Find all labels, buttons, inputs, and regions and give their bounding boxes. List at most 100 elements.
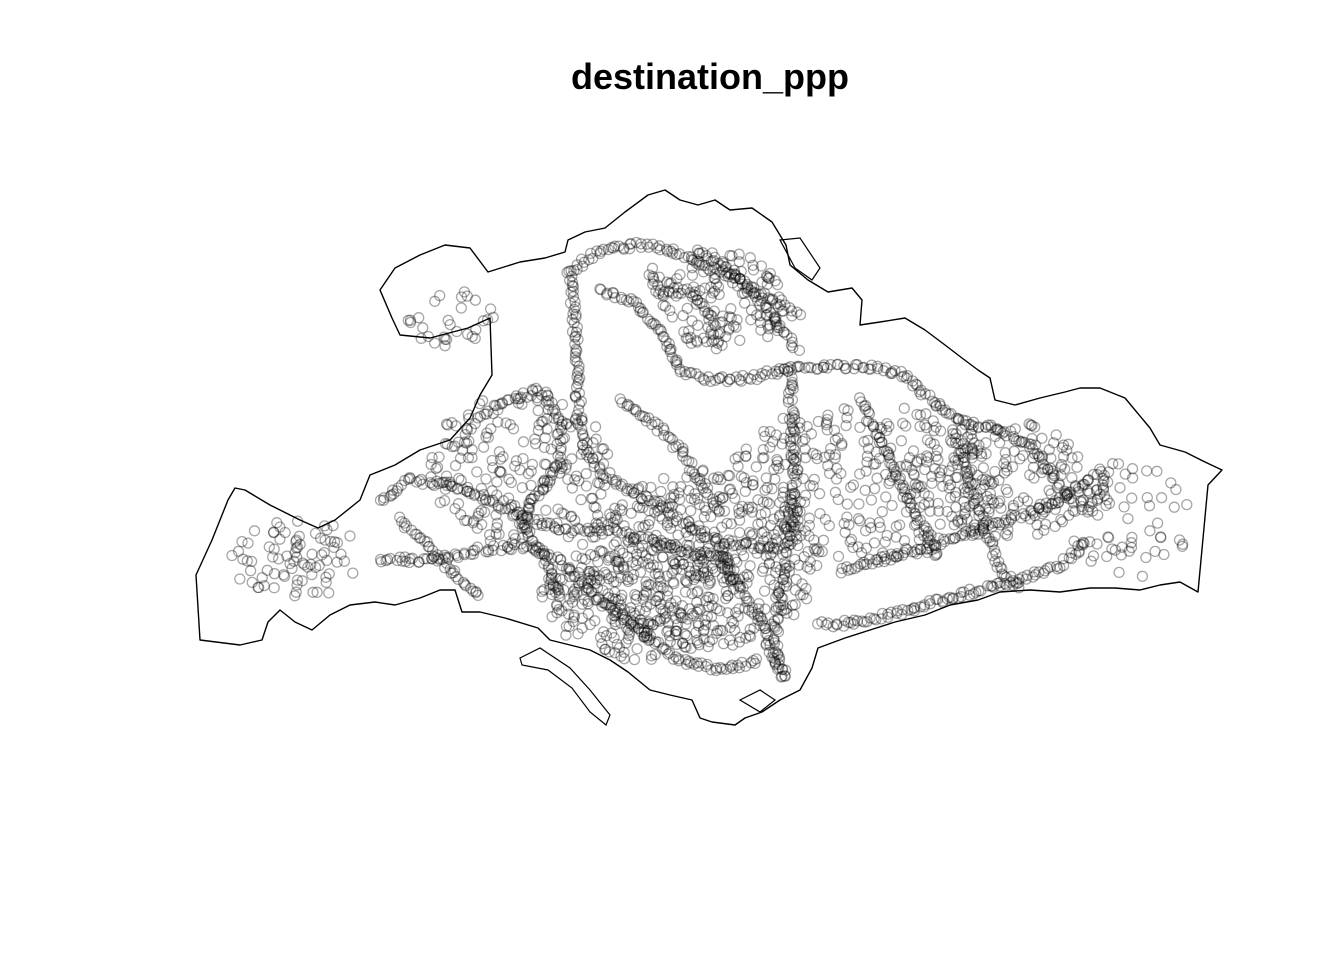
destination-point	[662, 506, 674, 518]
destination-point	[602, 524, 614, 537]
destination-point	[692, 569, 705, 582]
destination-point	[608, 632, 620, 644]
destination-point	[584, 618, 596, 631]
destination-point	[318, 520, 331, 532]
destination-point	[778, 432, 790, 444]
destination-point	[691, 492, 704, 505]
destination-point	[546, 396, 558, 409]
destination-point	[698, 501, 711, 513]
destination-point	[639, 533, 651, 545]
destination-point	[517, 519, 530, 531]
destination-point	[896, 482, 909, 494]
destination-point	[565, 265, 577, 277]
destination-point	[551, 438, 563, 450]
destination-point	[787, 467, 799, 480]
destination-point	[685, 642, 697, 655]
destination-point	[618, 604, 630, 616]
destination-point	[891, 547, 903, 560]
destination-point	[707, 562, 719, 575]
destination-point	[640, 550, 652, 562]
destination-point	[763, 541, 775, 554]
destination-point	[692, 585, 704, 597]
destination-point	[711, 503, 723, 515]
destination-point	[633, 482, 645, 494]
destination-point	[637, 521, 649, 534]
destination-point	[900, 372, 913, 384]
destination-point	[668, 601, 680, 614]
destination-point	[580, 584, 592, 596]
destination-point	[612, 561, 624, 573]
destination-point	[958, 495, 970, 508]
destination-point	[928, 540, 940, 552]
destination-point	[796, 578, 808, 590]
destination-point	[760, 639, 772, 651]
destination-point	[325, 535, 337, 548]
destination-point	[237, 553, 249, 565]
destination-point	[517, 543, 529, 555]
destination-point	[975, 447, 987, 460]
destination-point	[595, 524, 607, 537]
destination-point	[774, 319, 786, 332]
destination-point	[784, 503, 797, 515]
destination-point	[664, 304, 676, 317]
destination-point	[710, 495, 722, 508]
destination-point	[989, 555, 1001, 567]
destination-point	[926, 544, 938, 556]
destination-point	[670, 651, 682, 663]
destination-point	[616, 397, 628, 409]
destination-point	[1063, 552, 1075, 564]
destination-point	[433, 451, 445, 463]
destination-point	[687, 254, 699, 266]
destination-point	[623, 528, 636, 540]
destination-point	[688, 468, 701, 480]
destination-point	[573, 360, 585, 372]
destination-point	[558, 432, 571, 444]
destination-point	[413, 312, 425, 324]
destination-point	[576, 423, 588, 435]
destination-point	[770, 561, 782, 573]
destination-point	[981, 532, 993, 544]
destination-point	[705, 324, 718, 336]
destination-point	[977, 522, 990, 534]
destination-point	[723, 570, 736, 582]
destination-point	[628, 568, 640, 581]
destination-point	[820, 419, 832, 431]
destination-point	[709, 534, 721, 546]
destination-point	[820, 417, 833, 429]
destination-point	[606, 473, 618, 486]
destination-point	[640, 600, 653, 613]
destination-point	[773, 365, 785, 378]
destination-point	[884, 452, 896, 464]
destination-point	[784, 302, 796, 314]
destination-point	[1015, 436, 1027, 448]
destination-point	[687, 281, 700, 293]
destination-point	[509, 500, 521, 512]
destination-point	[677, 637, 689, 649]
destination-point	[320, 576, 332, 589]
destination-point	[627, 403, 640, 415]
destination-point	[755, 288, 767, 300]
destination-point	[1102, 531, 1115, 544]
destination-point	[907, 375, 919, 387]
destination-point	[683, 366, 696, 379]
destination-point	[859, 525, 872, 537]
destination-point	[689, 550, 701, 562]
destination-point	[587, 437, 599, 449]
destination-point	[705, 664, 717, 676]
destination-point	[323, 568, 335, 580]
destination-point	[643, 241, 655, 253]
destination-point	[771, 663, 784, 675]
destination-point	[1054, 562, 1066, 574]
destination-point	[712, 625, 724, 637]
destination-point	[784, 433, 796, 445]
destination-point	[754, 371, 767, 383]
destination-point	[888, 550, 900, 562]
destination-point	[771, 536, 784, 548]
destination-point	[987, 536, 999, 548]
destination-point	[936, 404, 949, 416]
destination-point	[542, 403, 554, 416]
destination-point	[458, 548, 470, 561]
destination-point	[615, 617, 627, 629]
destination-point	[585, 585, 597, 597]
destination-point	[626, 483, 638, 495]
